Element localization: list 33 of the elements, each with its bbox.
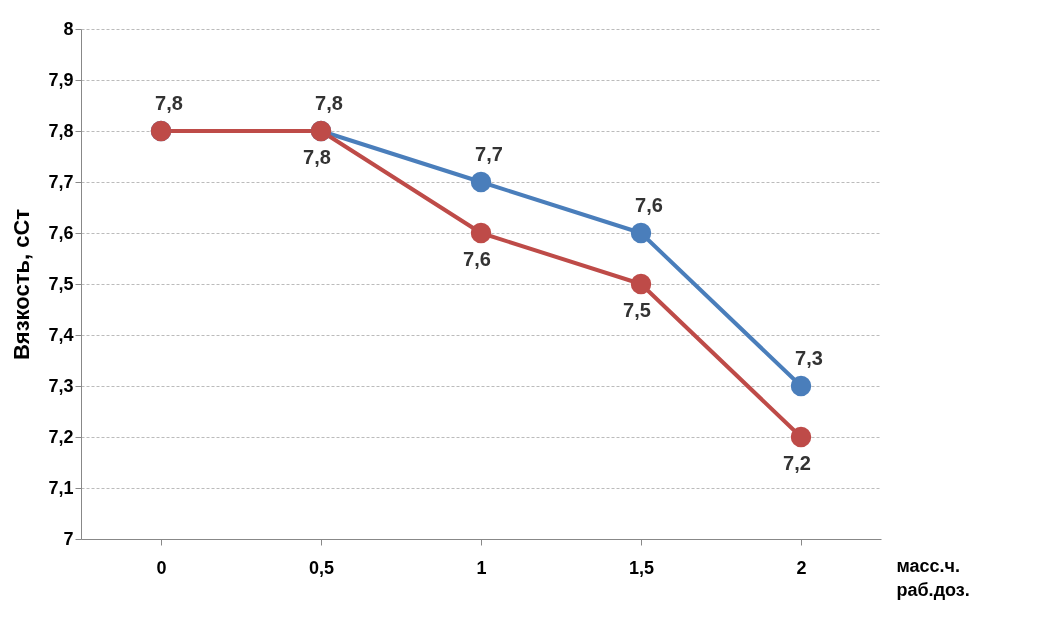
data-label: 7,5 bbox=[623, 299, 651, 321]
y-tick-label: 8 bbox=[63, 18, 74, 39]
y-tick-label: 7,4 bbox=[48, 324, 74, 345]
y-axis-title: Вязкость, сСт bbox=[9, 208, 35, 361]
x-axis-title: масс.ч. раб.доз. bbox=[896, 555, 970, 600]
data-label: 7,3 bbox=[795, 347, 823, 369]
point bbox=[790, 426, 812, 448]
y-tick-label: 7,5 bbox=[48, 273, 74, 294]
x-tick-label: 0 bbox=[156, 557, 167, 578]
data-label: 7,6 bbox=[635, 194, 663, 216]
point bbox=[790, 375, 812, 397]
x-tick-label: 0,5 bbox=[308, 557, 335, 578]
data-label: 7,8 bbox=[155, 92, 183, 114]
point bbox=[470, 171, 492, 193]
y-tick-label: 7,2 bbox=[48, 426, 74, 447]
y-tick-label: 7,9 bbox=[48, 69, 74, 90]
data-label: 7,7 bbox=[475, 143, 503, 165]
x-tick-label: 1,5 bbox=[628, 557, 655, 578]
x-tick-label: 1 bbox=[476, 557, 487, 578]
y-tick-label: 7 bbox=[63, 528, 74, 549]
point bbox=[630, 222, 652, 244]
y-tick-label: 7,1 bbox=[48, 477, 74, 498]
x-tick-label: 2 bbox=[796, 557, 807, 578]
point bbox=[630, 273, 652, 295]
y-tick-label: 7,7 bbox=[48, 171, 74, 192]
y-tick-label: 7,3 bbox=[48, 375, 74, 396]
y-tick-label: 7,8 bbox=[48, 120, 74, 141]
data-label: 7,8 bbox=[303, 146, 331, 168]
data-label: 7,2 bbox=[783, 452, 811, 474]
point bbox=[470, 222, 492, 244]
data-label: 7,6 bbox=[463, 248, 491, 270]
data-label: 7,8 bbox=[315, 92, 343, 114]
y-tick-label: 7,6 bbox=[48, 222, 74, 243]
